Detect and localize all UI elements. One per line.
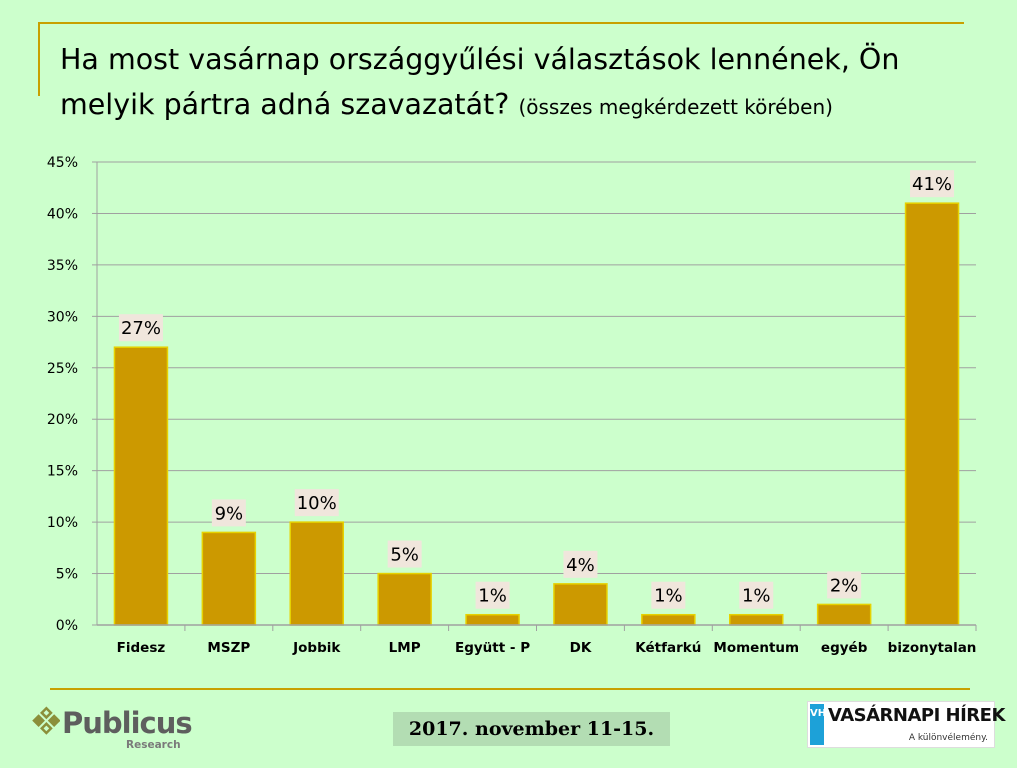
data-label: 27% xyxy=(121,318,161,339)
data-label-bg xyxy=(651,581,686,609)
data-label-bg xyxy=(910,170,955,198)
data-label-bg xyxy=(387,540,422,568)
data-label-bg xyxy=(739,581,774,609)
vasarnapi-hirek-logo: VH VASÁRNAPI HÍREK A különvélemény. xyxy=(807,701,1005,748)
bar-chart: 0% 5% 10% 15% 20% 25% 30% 35% 40% 45% 27% Fidesz 9% M… xyxy=(47,155,977,656)
data-label-bg xyxy=(827,571,862,599)
x-tick-label: Jobbik xyxy=(292,640,341,656)
data-label: 5% xyxy=(390,545,419,566)
bar xyxy=(201,531,257,626)
data-label: 4% xyxy=(566,555,595,576)
x-tick-label: Együtt - P xyxy=(455,640,530,656)
title-main: Ha most vasárnap országgyűlési választás… xyxy=(60,43,900,121)
data-label-bg xyxy=(475,581,510,609)
y-tick-label: 45% xyxy=(47,155,78,171)
bar xyxy=(641,613,696,626)
bar xyxy=(904,202,960,626)
y-tick-label: 25% xyxy=(47,361,78,377)
data-label: 1% xyxy=(742,586,771,607)
survey-date: 2017. november 11-15. xyxy=(393,712,670,746)
data-label-bg xyxy=(118,314,163,342)
title-frame xyxy=(38,22,964,96)
x-tick-label: Momentum xyxy=(713,640,799,656)
partner-name: VASÁRNAPI HÍREK xyxy=(828,705,1005,726)
x-tick-label: Kétfarkú xyxy=(635,640,701,656)
y-tick-label: 15% xyxy=(47,464,78,480)
data-label-bg xyxy=(563,550,598,578)
y-tick-label: 5% xyxy=(56,567,78,583)
data-label-bg xyxy=(294,489,339,517)
bar xyxy=(816,603,872,626)
data-label: 10% xyxy=(297,493,337,514)
x-tick-label: Fidesz xyxy=(117,640,166,656)
y-tick-label: 10% xyxy=(47,515,78,531)
x-tick-label: LMP xyxy=(389,640,421,656)
bar xyxy=(377,572,432,626)
bar xyxy=(113,346,169,626)
bar xyxy=(729,613,784,626)
data-label-bg xyxy=(211,499,246,527)
chart-title: Ha most vasárnap országgyűlési választás… xyxy=(60,37,960,130)
data-label: 1% xyxy=(654,586,683,607)
bar xyxy=(289,521,344,626)
y-tick-label: 40% xyxy=(47,206,78,222)
partner-tagline: A különvélemény. xyxy=(908,733,988,743)
y-tick-label: 35% xyxy=(47,258,78,274)
x-tick-label: egyéb xyxy=(821,640,868,656)
x-tick-label: bizonytalan xyxy=(888,640,977,656)
y-tick-label: 0% xyxy=(56,618,78,634)
vh-strip: VH xyxy=(810,704,826,745)
y-tick-label: 20% xyxy=(47,412,78,428)
data-label: 9% xyxy=(215,503,244,524)
data-label: 41% xyxy=(912,174,952,195)
data-label: 2% xyxy=(830,575,859,596)
bar xyxy=(465,613,520,626)
data-label: 1% xyxy=(478,586,507,607)
title-sub: (összes megkérdezett körében) xyxy=(518,95,833,119)
logo-sub: Research xyxy=(126,739,181,751)
x-tick-label: DK xyxy=(570,640,592,656)
y-tick-label: 30% xyxy=(47,309,78,325)
bottom-rule xyxy=(50,688,970,690)
x-tick-label: MSZP xyxy=(207,640,250,656)
logo-name: Publicus xyxy=(62,706,193,740)
bar xyxy=(553,583,608,626)
publicus-logo: Publicus Research xyxy=(20,700,195,752)
publicus-logo-icon xyxy=(32,706,60,735)
